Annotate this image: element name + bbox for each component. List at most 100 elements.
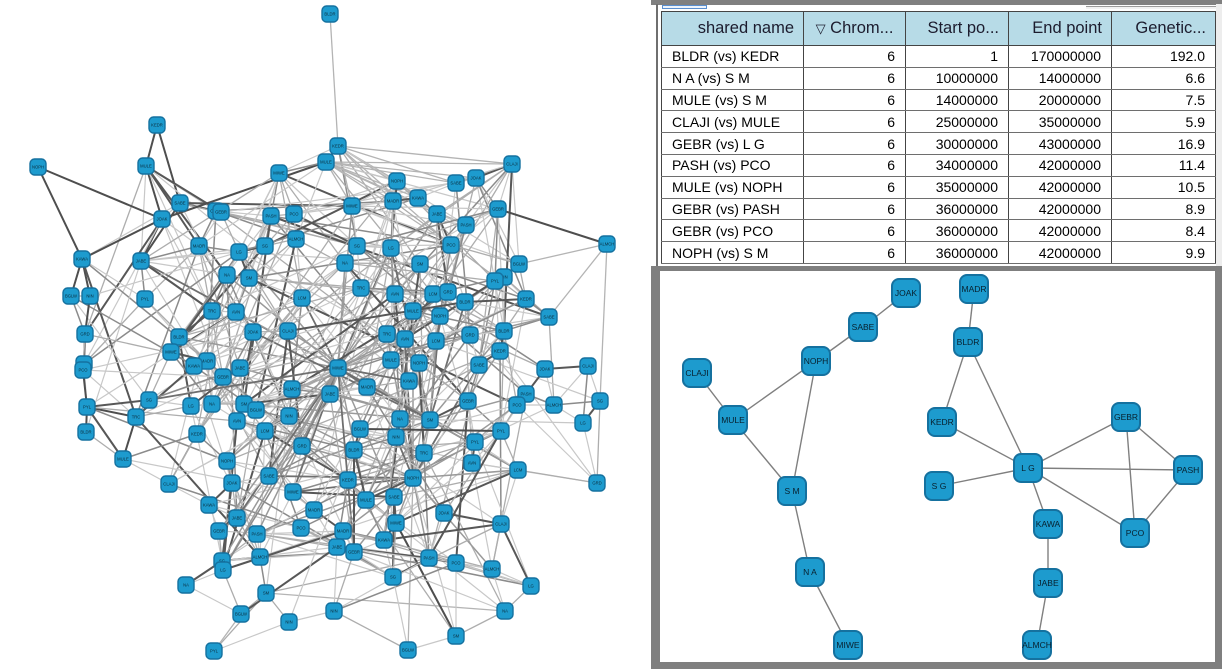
svg-text:GRD: GRD bbox=[80, 332, 89, 337]
svg-text:GEBR: GEBR bbox=[462, 399, 474, 404]
svg-text:JABE: JABE bbox=[136, 259, 147, 264]
svg-text:CLAJI: CLAJI bbox=[685, 368, 708, 378]
svg-text:SABE: SABE bbox=[388, 495, 399, 500]
svg-text:LCM: LCM bbox=[514, 468, 523, 473]
svg-text:JABE: JABE bbox=[232, 516, 243, 521]
svg-text:NA: NA bbox=[209, 402, 215, 407]
svg-text:CLAJI: CLAJI bbox=[163, 482, 174, 487]
svg-text:KAWA: KAWA bbox=[412, 196, 424, 201]
svg-text:SG: SG bbox=[354, 244, 360, 249]
svg-text:GEBR: GEBR bbox=[217, 375, 229, 380]
svg-text:MADR: MADR bbox=[387, 199, 399, 204]
svg-text:KEDR: KEDR bbox=[151, 123, 163, 128]
svg-text:KAWA: KAWA bbox=[188, 364, 200, 369]
svg-text:MULE: MULE bbox=[320, 160, 332, 165]
svg-text:SABE: SABE bbox=[174, 201, 185, 206]
svg-text:LG: LG bbox=[388, 246, 394, 251]
svg-text:NOPH: NOPH bbox=[434, 314, 446, 319]
svg-text:MULE: MULE bbox=[140, 164, 152, 169]
svg-text:JOAK: JOAK bbox=[248, 330, 259, 335]
svg-text:LG: LG bbox=[528, 584, 534, 589]
svg-text:ALMCH: ALMCH bbox=[289, 237, 304, 242]
svg-text:GRD: GRD bbox=[443, 290, 452, 295]
svg-text:ALMCH: ALMCH bbox=[1022, 640, 1052, 650]
svg-text:PCO: PCO bbox=[451, 561, 461, 566]
svg-text:JABE: JABE bbox=[332, 545, 343, 550]
svg-text:SABE: SABE bbox=[852, 322, 875, 332]
svg-text:NA: NA bbox=[397, 417, 403, 422]
svg-text:NA: NA bbox=[183, 583, 189, 588]
svg-text:PCO: PCO bbox=[512, 403, 522, 408]
svg-text:NOPH: NOPH bbox=[804, 356, 829, 366]
svg-text:JABE: JABE bbox=[235, 366, 246, 371]
svg-text:AVN: AVN bbox=[233, 419, 241, 424]
svg-text:ALMCH: ALMCH bbox=[485, 567, 500, 572]
svg-text:NIN: NIN bbox=[330, 609, 337, 614]
svg-text:BGLW: BGLW bbox=[513, 262, 525, 267]
svg-text:KAWA: KAWA bbox=[1036, 519, 1061, 529]
svg-text:SM: SM bbox=[427, 418, 434, 423]
svg-text:GEBR: GEBR bbox=[213, 529, 225, 534]
svg-text:KEDR: KEDR bbox=[342, 478, 354, 483]
svg-text:MADR: MADR bbox=[308, 508, 320, 513]
svg-text:LCM: LCM bbox=[429, 292, 438, 297]
svg-text:LG: LG bbox=[236, 250, 242, 255]
svg-text:GEBR: GEBR bbox=[348, 550, 360, 555]
svg-text:GEBR: GEBR bbox=[492, 207, 504, 212]
svg-text:BLDR: BLDR bbox=[324, 12, 335, 17]
svg-text:TRC: TRC bbox=[383, 332, 392, 337]
svg-text:SM: SM bbox=[263, 591, 270, 596]
svg-text:BGLW: BGLW bbox=[250, 408, 262, 413]
svg-text:MADR: MADR bbox=[337, 529, 349, 534]
svg-text:KEDR: KEDR bbox=[494, 349, 506, 354]
svg-text:JOAK: JOAK bbox=[157, 217, 168, 222]
svg-text:JABE: JABE bbox=[325, 392, 336, 397]
svg-text:KEDR: KEDR bbox=[332, 144, 344, 149]
svg-text:MADR: MADR bbox=[193, 244, 205, 249]
svg-text:NIN: NIN bbox=[86, 294, 93, 299]
svg-text:SM: SM bbox=[417, 262, 424, 267]
svg-text:S M: S M bbox=[784, 486, 799, 496]
svg-text:PASH: PASH bbox=[1177, 465, 1200, 475]
svg-text:TRC: TRC bbox=[208, 309, 217, 314]
svg-text:JOAK: JOAK bbox=[540, 367, 551, 372]
svg-text:CLAJI: CLAJI bbox=[506, 162, 517, 167]
svg-text:TRC: TRC bbox=[357, 286, 366, 291]
svg-text:PASH: PASH bbox=[423, 556, 434, 561]
svg-text:MIWE: MIWE bbox=[273, 171, 285, 176]
svg-text:BGLW: BGLW bbox=[402, 648, 414, 653]
svg-text:ALMCH: ALMCH bbox=[600, 242, 615, 247]
svg-text:SG: SG bbox=[390, 575, 396, 580]
svg-text:JOAK: JOAK bbox=[895, 288, 918, 298]
svg-text:S G: S G bbox=[932, 481, 947, 491]
svg-text:MADR: MADR bbox=[961, 284, 986, 294]
svg-text:JABE: JABE bbox=[432, 212, 443, 217]
svg-text:ALMCH: ALMCH bbox=[285, 387, 300, 392]
svg-text:BLDR: BLDR bbox=[498, 329, 509, 334]
svg-text:GRD: GRD bbox=[297, 444, 306, 449]
svg-text:L G: L G bbox=[1021, 463, 1034, 473]
svg-text:PYL: PYL bbox=[491, 279, 500, 284]
svg-text:SG: SG bbox=[146, 398, 152, 403]
svg-text:PASH: PASH bbox=[460, 223, 471, 228]
svg-text:KAWA: KAWA bbox=[403, 379, 415, 384]
svg-text:PYL: PYL bbox=[471, 440, 480, 445]
svg-text:PASH: PASH bbox=[520, 392, 531, 397]
svg-text:MIWE: MIWE bbox=[332, 366, 344, 371]
svg-text:JOAK: JOAK bbox=[471, 176, 482, 181]
svg-text:LCM: LCM bbox=[432, 339, 441, 344]
svg-text:KEDR: KEDR bbox=[930, 417, 954, 427]
svg-text:NIN: NIN bbox=[392, 435, 399, 440]
svg-text:PCO: PCO bbox=[296, 526, 306, 531]
svg-text:CLAJI: CLAJI bbox=[282, 329, 293, 334]
svg-text:NOPH: NOPH bbox=[407, 476, 419, 481]
svg-text:GRD: GRD bbox=[592, 481, 601, 486]
svg-text:PASH: PASH bbox=[265, 214, 276, 219]
svg-text:NOPH: NOPH bbox=[221, 459, 233, 464]
svg-text:BLDR: BLDR bbox=[348, 448, 359, 453]
svg-text:AVN: AVN bbox=[391, 292, 399, 297]
svg-text:MADR: MADR bbox=[201, 359, 213, 364]
svg-text:JABE: JABE bbox=[1037, 578, 1059, 588]
svg-text:PCO: PCO bbox=[446, 243, 456, 248]
svg-text:LG: LG bbox=[580, 421, 586, 426]
